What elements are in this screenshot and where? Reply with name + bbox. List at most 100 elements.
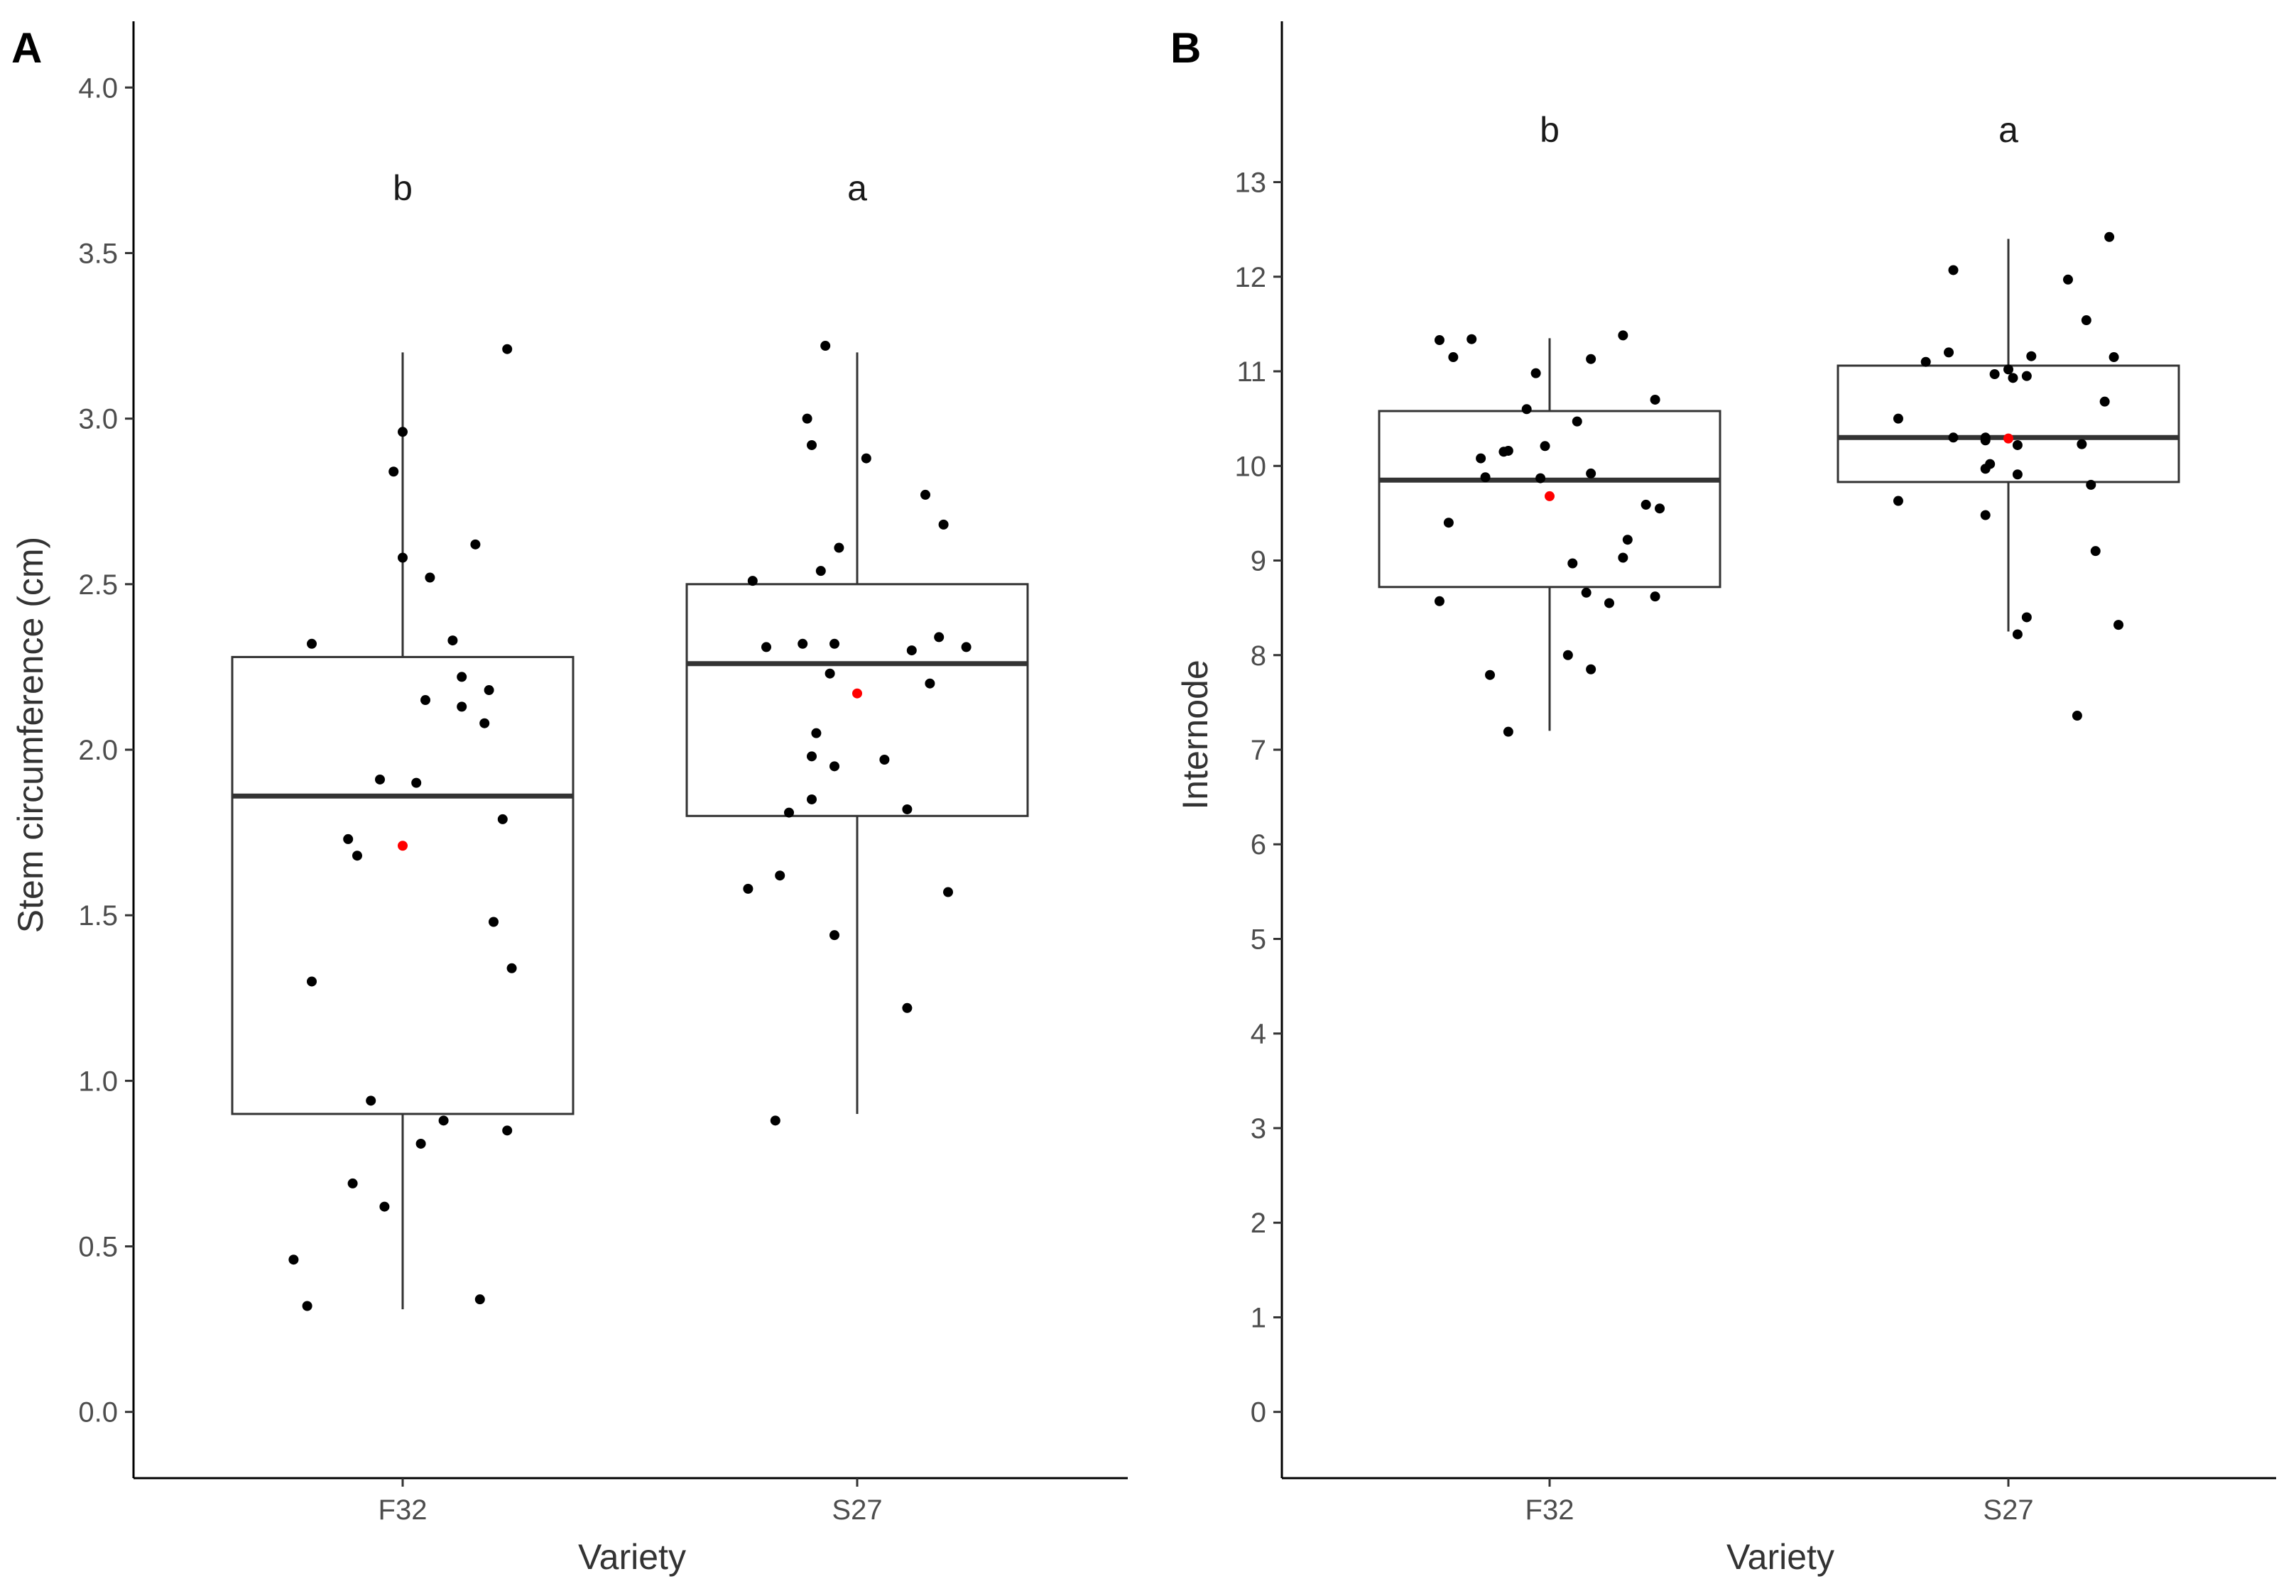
data-point <box>302 1301 312 1311</box>
significance-letter: b <box>1540 110 1560 150</box>
y-tick-label-a: 0.5 <box>78 1232 118 1263</box>
box-a-S27: a <box>685 168 1029 1126</box>
y-tick-label-b: 11 <box>1236 356 1266 388</box>
panel-a: A 0.0 0.5 1.0 1.5 2.0 2.5 3.0 3.5 4.0 F32 S27 b a St… <box>11 21 1128 1577</box>
y-tick-label-b: 13 <box>1235 168 1267 199</box>
data-point <box>457 672 467 682</box>
data-point <box>457 701 467 712</box>
data-point <box>1434 335 1444 346</box>
data-point <box>829 761 839 772</box>
data-point <box>1948 265 1959 275</box>
data-point <box>815 566 826 576</box>
y-tick-label-a: 3.0 <box>78 404 118 435</box>
data-point <box>2021 612 2032 623</box>
data-point <box>2090 546 2101 557</box>
data-point <box>1980 464 1991 474</box>
x-tick-label-a: S27 <box>832 1494 882 1526</box>
data-point <box>2113 620 2124 630</box>
data-point <box>811 728 822 738</box>
data-point <box>747 576 758 586</box>
data-point <box>2062 274 2073 285</box>
data-point <box>1586 354 1596 364</box>
y-tick-label-a: 2.5 <box>78 569 118 601</box>
y-tick-label-a: 2.0 <box>78 735 118 766</box>
data-point <box>879 754 890 765</box>
y-tick-label-b: 2 <box>1251 1208 1266 1239</box>
y-tick-label-a: 4.0 <box>78 72 118 104</box>
data-point <box>920 489 930 500</box>
data-point <box>807 751 817 762</box>
data-point <box>1498 447 1509 457</box>
data-point <box>938 519 949 530</box>
data-point <box>307 638 317 649</box>
data-point <box>484 685 494 696</box>
data-point <box>1622 535 1633 545</box>
data-point <box>834 542 844 553</box>
data-point <box>784 807 794 818</box>
significance-letter: a <box>1998 110 2018 150</box>
data-point <box>2012 469 2023 480</box>
data-point <box>347 1178 358 1188</box>
interquartile-box <box>685 583 1029 817</box>
mean-point <box>398 841 408 851</box>
data-point <box>1448 352 1459 363</box>
data-point <box>2099 396 2110 407</box>
data-point <box>2072 711 2082 721</box>
data-point <box>743 883 753 894</box>
data-point <box>2086 479 2096 490</box>
y-tick-label-b: 9 <box>1251 546 1266 577</box>
data-point <box>1650 591 1660 602</box>
data-point <box>1530 368 1541 378</box>
data-point <box>2026 351 2037 361</box>
data-point <box>807 794 817 804</box>
data-point <box>1980 435 1991 446</box>
data-point <box>415 1138 426 1149</box>
data-point <box>1443 518 1454 528</box>
data-point <box>411 777 422 788</box>
data-point <box>420 695 430 706</box>
data-point <box>1655 503 1665 514</box>
y-tick-label-a: 1.5 <box>78 900 118 931</box>
data-point <box>2012 629 2023 640</box>
data-point <box>474 1294 485 1305</box>
data-point <box>2081 315 2091 326</box>
box-b-F32: b <box>1378 110 1721 737</box>
y-tick-label-a: 1.0 <box>78 1066 118 1097</box>
data-point <box>1586 468 1596 479</box>
data-point <box>761 642 771 652</box>
data-point <box>1480 472 1491 483</box>
x-axis-title-a: Variety <box>578 1537 686 1577</box>
data-point <box>398 427 408 437</box>
data-point <box>497 814 508 824</box>
mean-point <box>1545 491 1555 501</box>
x-axis-title-b: Variety <box>1726 1537 1834 1577</box>
mean-point <box>852 688 862 699</box>
data-point <box>1521 404 1532 415</box>
data-point <box>802 413 812 424</box>
data-point <box>1562 650 1573 660</box>
panel-label-a: A <box>11 24 42 72</box>
significance-letter: b <box>393 168 413 208</box>
y-tick-label-b: 3 <box>1251 1113 1266 1144</box>
x-tick-label-b: F32 <box>1525 1494 1574 1526</box>
data-point <box>2109 352 2119 363</box>
data-point <box>2104 231 2115 242</box>
interquartile-box <box>1378 410 1721 589</box>
y-tick-label-b: 0 <box>1251 1397 1266 1428</box>
data-point <box>1980 510 1991 520</box>
data-point <box>961 642 972 652</box>
y-tick-label-a: 3.5 <box>78 238 118 269</box>
data-point <box>489 917 499 927</box>
data-point <box>1618 552 1628 563</box>
data-point <box>902 1002 913 1013</box>
data-point <box>829 930 839 941</box>
data-point <box>807 439 817 450</box>
data-point <box>1989 369 2000 380</box>
data-point <box>1650 394 1660 405</box>
data-point <box>902 804 913 814</box>
data-point <box>1581 587 1592 598</box>
data-point <box>1535 473 1546 483</box>
data-point <box>375 774 385 785</box>
